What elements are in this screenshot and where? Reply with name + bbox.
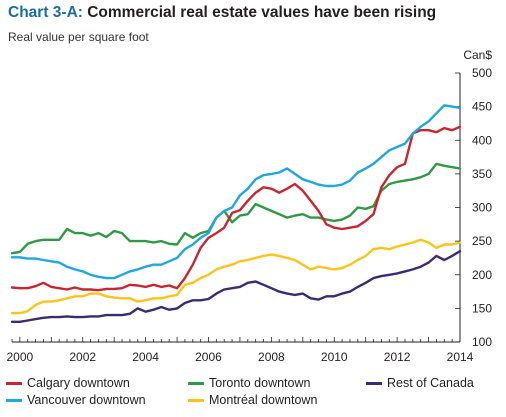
series-line-rest-of-canada [10,250,462,323]
x-tick-label: 2002 [69,350,96,364]
y-tick-label: 250 [472,234,492,248]
legend-label: Toronto downtown [209,376,311,390]
series-line-montr-al-downtown [10,238,462,315]
x-tick-label: 2014 [447,350,474,364]
legend-label: Vancouver downtown [27,393,146,407]
series-line-calgary-downtown [10,125,462,292]
x-tick-label: 2006 [195,350,222,364]
chart-title-text: Commercial real estate values have been … [87,4,437,21]
legend-swatch [6,398,22,402]
legend-swatch [6,381,22,385]
y-unit-label: Can$ [463,48,492,62]
x-tick-label: 2010 [321,350,348,364]
legend-entry: Montréal downtown [188,393,317,407]
legend-label: Rest of Canada [387,376,474,390]
y-tick-label: 500 [472,66,492,80]
legend-entry: Toronto downtown [188,376,310,390]
chart-title: Chart 3-A: Commercial real estate values… [8,4,436,22]
legend-swatch [188,381,204,385]
legend-label: Calgary downtown [27,376,130,390]
y-tick-label: 200 [472,268,492,282]
y-tick-label: 350 [472,167,492,181]
y-tick-label: 300 [472,201,492,215]
x-tick-label: 2000 [7,350,34,364]
legend-entry: Calgary downtown [6,376,130,390]
legend-entry: Vancouver downtown [6,393,146,407]
y-tick-label: 400 [472,133,492,147]
y-tick-label: 450 [472,100,492,114]
y-tick-label: 100 [472,335,492,349]
x-tick-label: 2004 [132,350,159,364]
legend-entry: Rest of Canada [366,376,474,390]
x-tick-label: 2008 [258,350,285,364]
chart-subtitle: Real value per square foot [8,30,149,44]
series-line-toronto-downtown [10,162,462,255]
legend-label: Montréal downtown [209,393,318,407]
legend-swatch [366,381,382,385]
legend: Calgary downtown Toronto downtown Rest of … [6,376,506,416]
x-tick-label: 2012 [384,350,411,364]
series-line-vancouver-downtown [10,104,462,280]
y-tick-label: 150 [472,301,492,315]
chart-title-prefix: Chart 3-A: [8,4,83,21]
legend-swatch [188,398,204,402]
